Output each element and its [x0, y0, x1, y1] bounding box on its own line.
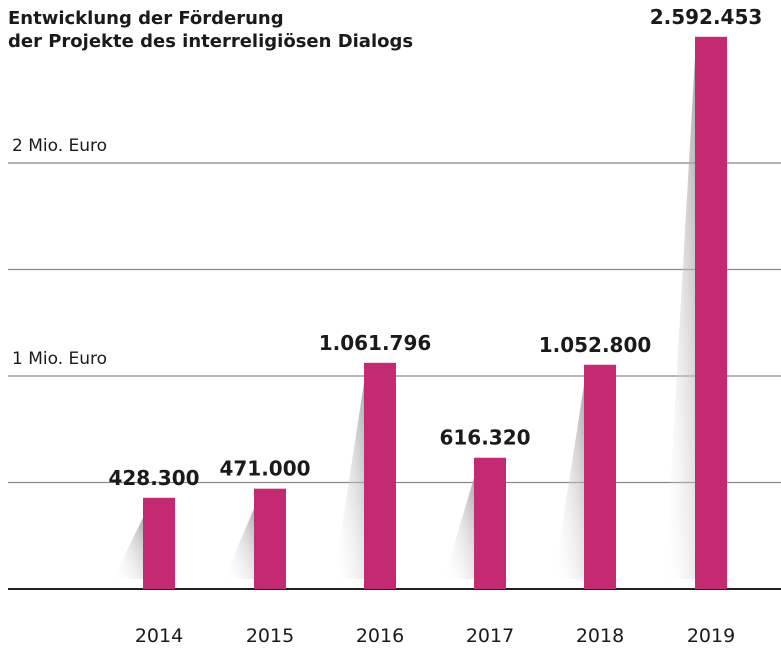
- x-tick-label: 2018: [576, 625, 624, 647]
- bar: [474, 457, 506, 589]
- bar-shadow: [444, 477, 474, 579]
- value-label: 616.320: [439, 426, 530, 450]
- value-label: 428.300: [108, 466, 199, 490]
- y-tick-label: 2 Mio. Euro: [12, 136, 107, 156]
- bar-shadow: [334, 382, 364, 579]
- y-tick-label: 1 Mio. Euro: [12, 349, 107, 369]
- x-tick-label: 2019: [687, 625, 735, 647]
- value-label: 1.061.796: [319, 331, 432, 355]
- x-tick-label: 2015: [246, 625, 294, 647]
- chart-title: Entwicklung der Förderung: [8, 8, 284, 29]
- x-tick-label: 2017: [466, 625, 514, 647]
- value-label: 471.000: [219, 457, 310, 481]
- bar-shadow: [113, 517, 143, 579]
- value-label: 1.052.800: [539, 333, 652, 357]
- bar: [254, 488, 286, 589]
- bar-shadow: [665, 56, 695, 580]
- bar-shadow: [554, 384, 584, 579]
- chart-title: der Projekte des interreligiösen Dialogs: [8, 31, 413, 52]
- bar: [364, 362, 396, 589]
- bar: [695, 36, 727, 590]
- bar: [584, 364, 616, 589]
- bar: [143, 497, 175, 589]
- value-label: 2.592.453: [650, 5, 763, 29]
- x-tick-label: 2014: [135, 625, 183, 647]
- bar-shadow: [224, 508, 254, 579]
- x-tick-label: 2016: [356, 625, 404, 647]
